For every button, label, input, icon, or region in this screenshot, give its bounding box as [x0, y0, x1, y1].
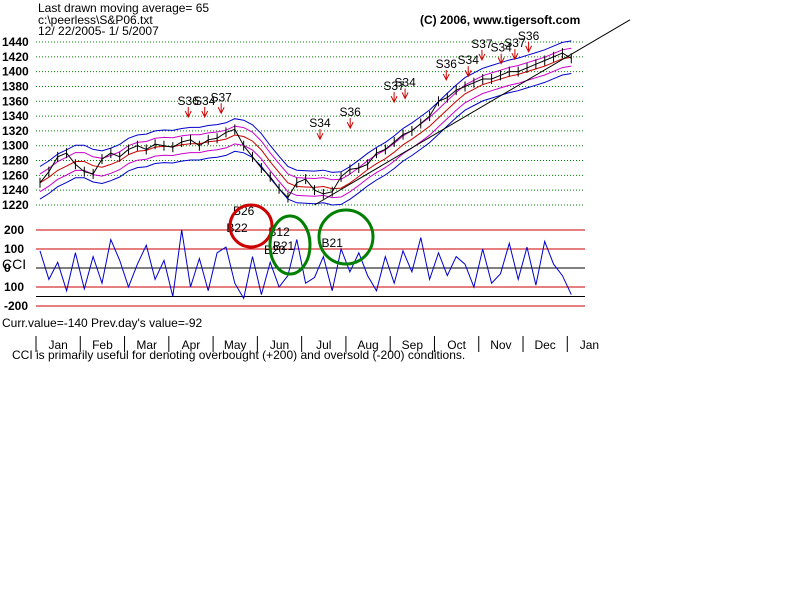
month-label: Mar	[136, 338, 157, 352]
sell-signal-label: S37	[383, 79, 405, 93]
sell-signal-label: S37	[210, 90, 232, 104]
highlight-circle-green	[268, 214, 312, 276]
price-tick-label: 1400	[2, 65, 29, 79]
sell-arrow-icon	[511, 49, 519, 61]
month-label: Jul	[316, 338, 331, 352]
highlight-circle-green	[317, 208, 375, 266]
moving-average-line	[39, 56, 572, 190]
month-label: Aug	[357, 338, 378, 352]
month-label: Oct	[447, 338, 466, 352]
sell-arrow-icon	[390, 92, 398, 104]
band-inner-lower	[39, 65, 572, 199]
price-tick-label: 1240	[2, 183, 29, 197]
cci-note: CCI is primarily useful for denoting ove…	[12, 348, 466, 362]
sell-arrow-icon	[478, 49, 486, 62]
sell-arrow-icon	[497, 53, 505, 65]
sell-signal-label: S36	[340, 105, 362, 119]
buy-signal-label: B21	[322, 236, 344, 250]
cci-tick-label: 100	[4, 242, 24, 256]
price-tick-label: 1440	[2, 35, 29, 49]
cci-line	[39, 229, 572, 300]
header-title: Last drawn moving average= 65	[38, 1, 210, 15]
buy-signal-label: B21	[273, 239, 295, 253]
sell-arrow-icon	[442, 69, 450, 82]
sell-signal-label: S34	[194, 94, 216, 108]
sell-arrow-icon	[464, 66, 472, 78]
sell-arrow-icon	[201, 106, 209, 119]
month-label: Jan	[48, 338, 67, 352]
price-tick-label: 1300	[2, 139, 29, 153]
sell-signal-label: S36	[436, 57, 458, 71]
sell-signal-label: S37	[471, 37, 493, 51]
sell-signal-label: S36	[178, 94, 200, 108]
sell-signal-label: S34	[490, 41, 512, 55]
date-range: 12/ 22/2005- 1/ 5/2007	[38, 24, 159, 38]
cci-tick-label: 200	[4, 223, 24, 237]
price-tick-label: 1360	[2, 94, 29, 108]
band-outer-upper	[39, 40, 572, 173]
price-tick-label: 1320	[2, 124, 29, 138]
cci-tick-label: -200	[4, 299, 28, 313]
price-tick-label: 1340	[2, 109, 29, 123]
sell-arrow-icon	[217, 103, 225, 115]
buy-signal-label: B20	[264, 243, 286, 257]
month-label: Nov	[490, 338, 511, 352]
cci-tick-label: 100	[4, 280, 24, 294]
copyright: (C) 2006, www.tigersoft.com	[420, 13, 581, 27]
price-tick-label: 1260	[2, 168, 29, 182]
cci-label: CCI	[2, 256, 27, 272]
sell-arrow-icon	[525, 41, 533, 53]
month-label: May	[224, 338, 247, 352]
trend-line	[314, 19, 631, 206]
sell-arrow-icon	[316, 129, 324, 141]
month-label: Feb	[92, 338, 113, 352]
price-tick-label: 1280	[2, 154, 29, 168]
sell-arrow-icon	[401, 88, 409, 100]
current-value-text: Curr.value=-140 Prev.day's value=-92	[2, 316, 203, 330]
month-label: Jun	[270, 338, 289, 352]
sell-signal-label: S34	[458, 53, 480, 67]
sell-signal-label: S34	[309, 116, 331, 130]
price-tick-label: 1380	[2, 79, 29, 93]
sell-arrow-icon	[184, 106, 192, 119]
sell-signal-label: S34	[394, 75, 416, 89]
month-label: Apr	[182, 338, 201, 352]
cci-tick-label: 0	[4, 261, 11, 275]
month-label: Dec	[534, 338, 555, 352]
sell-signal-label: S36	[518, 29, 540, 43]
band-outer-lower	[39, 73, 572, 206]
file-path: c:\peerless\S&P06.txt	[38, 13, 153, 27]
month-label: Jan	[580, 338, 599, 352]
highlight-circle-red	[228, 203, 274, 249]
sell-signal-label: S37	[504, 36, 526, 50]
price-tick-label: 1220	[2, 198, 29, 212]
sell-arrow-icon	[346, 118, 354, 130]
price-tick-label: 1420	[2, 50, 29, 64]
month-label: Sep	[402, 338, 424, 352]
